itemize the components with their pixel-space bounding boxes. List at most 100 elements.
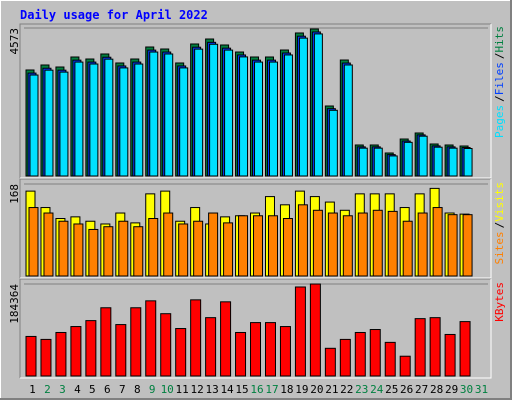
bar bbox=[298, 37, 308, 177]
bar bbox=[55, 331, 67, 377]
bar bbox=[70, 326, 82, 377]
legend-entry: Pages bbox=[493, 105, 506, 138]
bar bbox=[163, 212, 174, 277]
bar bbox=[324, 347, 336, 377]
x-tick-label: 5 bbox=[89, 383, 96, 396]
x-tick-label: 15 bbox=[235, 383, 248, 396]
bar bbox=[119, 67, 129, 177]
y-tick-label: 184364 bbox=[8, 284, 21, 324]
legend-entry: Files bbox=[493, 62, 506, 95]
bar bbox=[328, 109, 338, 177]
bar bbox=[463, 147, 473, 177]
bar bbox=[339, 338, 351, 377]
bar bbox=[372, 209, 383, 277]
panel-bevel bbox=[19, 178, 491, 278]
bar bbox=[118, 220, 129, 277]
bar bbox=[89, 63, 99, 177]
bar bbox=[224, 49, 234, 177]
bar bbox=[429, 317, 441, 377]
bar bbox=[28, 207, 39, 277]
bar bbox=[250, 322, 262, 377]
bar bbox=[387, 210, 398, 277]
bar bbox=[417, 212, 428, 277]
bar bbox=[399, 355, 411, 377]
panel-bevel bbox=[19, 278, 491, 378]
bar bbox=[357, 212, 368, 277]
x-tick-label: 25 bbox=[385, 383, 398, 396]
legend-separator: / bbox=[493, 222, 506, 229]
x-tick-label: 12 bbox=[191, 383, 204, 396]
legend-separator: / bbox=[493, 95, 506, 102]
legend-separator: / bbox=[493, 53, 506, 60]
chart-title: Daily usage for April 2022 bbox=[20, 8, 208, 22]
bar bbox=[294, 286, 306, 377]
bar bbox=[134, 63, 144, 177]
x-tick-label: 22 bbox=[340, 383, 353, 396]
x-tick-label: 31 bbox=[475, 383, 488, 396]
bar bbox=[402, 220, 413, 277]
x-tick-label: 1 bbox=[29, 383, 36, 396]
bar bbox=[115, 324, 127, 377]
bar bbox=[193, 220, 204, 277]
x-tick-label: 30 bbox=[460, 383, 473, 396]
x-tick-label: 16 bbox=[250, 383, 263, 396]
bar bbox=[313, 33, 323, 177]
x-tick-label: 10 bbox=[161, 383, 174, 396]
x-tick-label: 6 bbox=[104, 383, 111, 396]
bar bbox=[447, 214, 458, 277]
x-tick-label: 24 bbox=[370, 383, 384, 396]
bar bbox=[130, 307, 142, 377]
bar bbox=[58, 220, 69, 277]
bar bbox=[373, 147, 383, 177]
bar bbox=[239, 56, 249, 177]
bar bbox=[179, 67, 189, 177]
bar bbox=[414, 318, 426, 377]
x-tick-label: 18 bbox=[280, 383, 293, 396]
bar bbox=[74, 61, 84, 177]
x-tick-label: 28 bbox=[430, 383, 443, 396]
bar bbox=[175, 328, 187, 377]
y-tick-label: 168 bbox=[8, 184, 21, 204]
x-tick-label: 8 bbox=[134, 383, 141, 396]
bar bbox=[59, 71, 69, 177]
bar bbox=[253, 215, 264, 277]
legend-entry: Visits bbox=[493, 182, 506, 222]
bar bbox=[297, 204, 308, 277]
bar bbox=[433, 146, 443, 177]
bar bbox=[133, 226, 144, 277]
bar bbox=[403, 141, 413, 177]
bar bbox=[205, 317, 217, 377]
bar bbox=[85, 320, 97, 377]
bar bbox=[238, 215, 249, 277]
panel-bevel bbox=[20, 24, 492, 179]
x-tick-label: 11 bbox=[176, 383, 189, 396]
bar bbox=[369, 329, 381, 377]
bar bbox=[104, 58, 114, 177]
bar bbox=[103, 226, 114, 277]
bar bbox=[462, 214, 473, 277]
bar bbox=[418, 135, 428, 177]
x-tick-label: 20 bbox=[310, 383, 323, 396]
bar bbox=[190, 299, 202, 377]
x-tick-label: 23 bbox=[355, 383, 368, 396]
bar bbox=[388, 155, 398, 177]
bar bbox=[220, 301, 232, 377]
x-tick-label: 9 bbox=[149, 383, 156, 396]
legend-entry: Sites bbox=[493, 231, 506, 264]
bar bbox=[44, 69, 54, 177]
panel-bevel bbox=[19, 23, 491, 178]
x-tick-label: 14 bbox=[220, 383, 234, 396]
bar bbox=[282, 218, 293, 277]
bar bbox=[73, 223, 84, 277]
bar bbox=[264, 322, 276, 377]
x-tick-label: 13 bbox=[205, 383, 218, 396]
bar bbox=[88, 228, 99, 277]
bar bbox=[267, 215, 278, 277]
bar bbox=[448, 147, 458, 177]
bar bbox=[164, 53, 174, 177]
bar bbox=[100, 307, 112, 377]
bar bbox=[358, 147, 368, 177]
x-tick-label: 27 bbox=[415, 383, 428, 396]
x-tick-label: 2 bbox=[44, 383, 51, 396]
